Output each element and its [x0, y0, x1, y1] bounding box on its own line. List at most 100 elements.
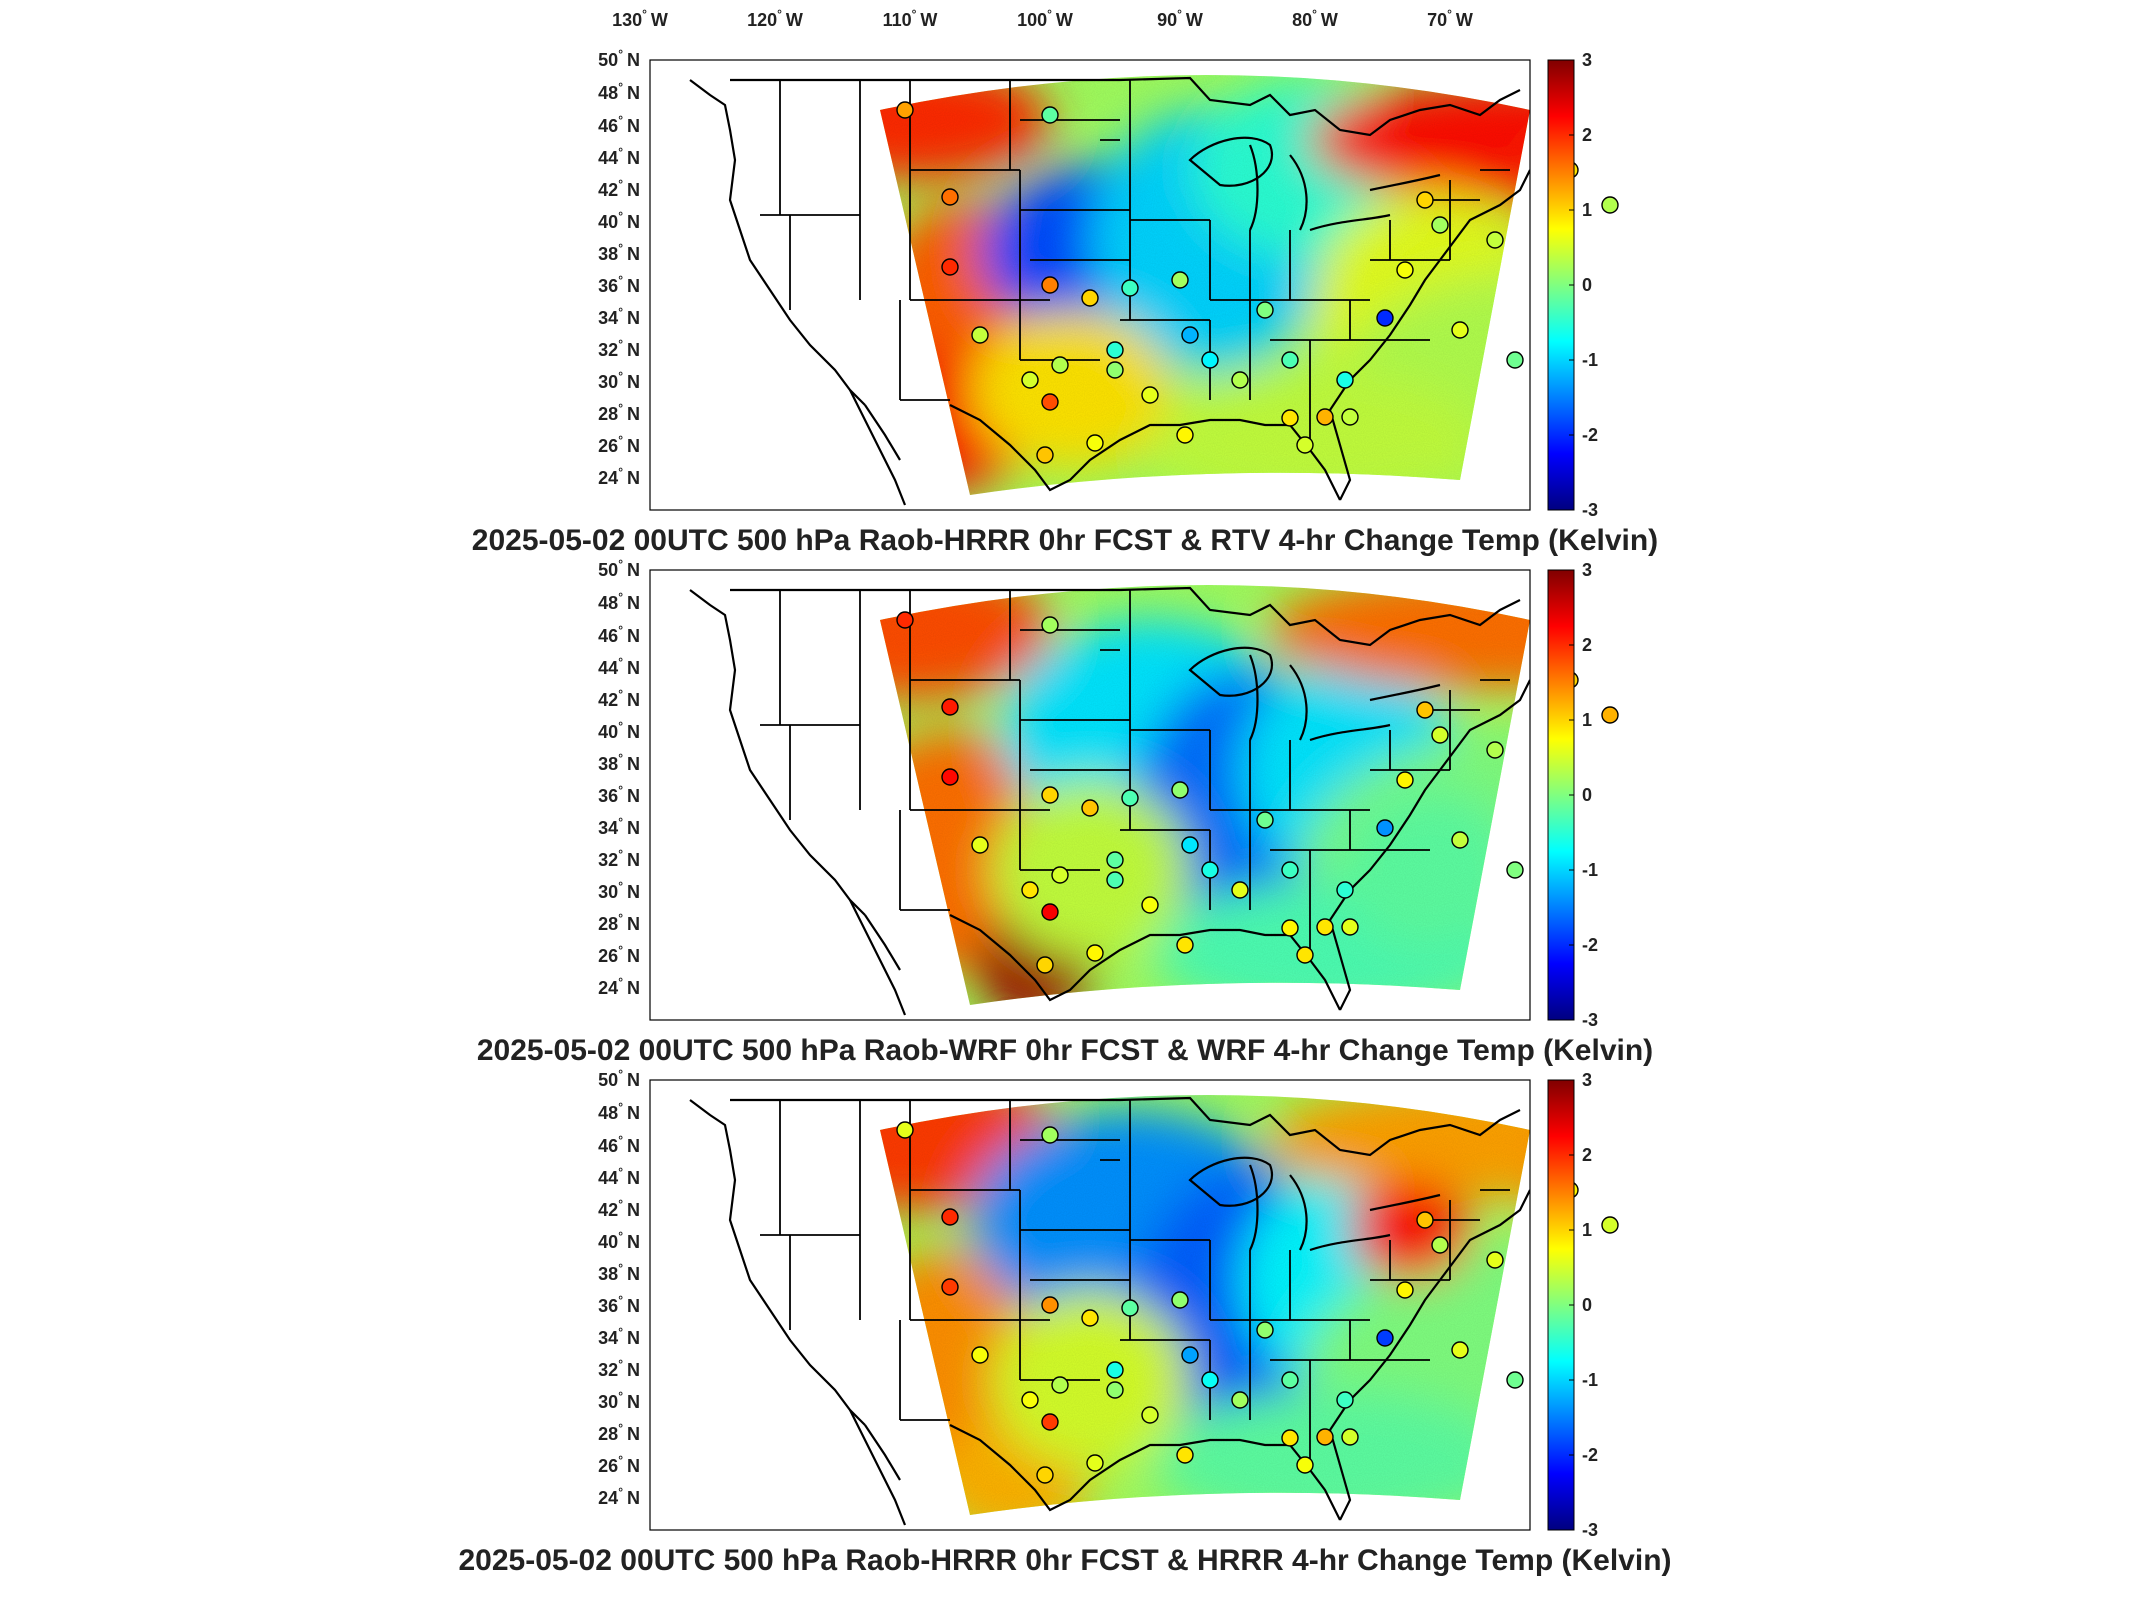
raob-station-marker: [1176, 936, 1194, 954]
raob-station-marker: [941, 258, 959, 276]
latitude-label: 48° N: [598, 590, 640, 613]
latitude-label: 36° N: [598, 783, 640, 806]
latitude-label: 24° N: [598, 1485, 640, 1508]
raob-station-marker: [1176, 1446, 1194, 1464]
longitude-label: 100° W: [1017, 7, 1073, 30]
raob-station-marker: [1416, 1211, 1434, 1229]
raob-station-marker: [1256, 1321, 1274, 1339]
latitude-label: 50° N: [598, 47, 640, 70]
raob-station-marker: [1106, 871, 1124, 889]
raob-station-marker: [1141, 896, 1159, 914]
map-panel-1: 50° N 48° N 46° N 44° N 42° N 40° N 38° N 36° N 34° N 32° N…: [472, 47, 1658, 557]
colorbar-tick-label: -1: [1582, 1370, 1598, 1390]
raob-station-marker: [1041, 1126, 1059, 1144]
raob-station-marker: [1341, 1428, 1359, 1446]
colorbar-tick-label: -3: [1582, 1010, 1598, 1030]
colorbar-tick-label: -1: [1582, 350, 1598, 370]
raob-station-marker: [1021, 1391, 1039, 1409]
latitude-labels: 50° N 48° N 46° N 44° N 42° N 40° N 38° N 36° N 34° N 32° N…: [598, 1067, 640, 1508]
raob-station-marker: [1281, 409, 1299, 427]
map-panel-3: 50° N 48° N 46° N 44° N 42° N 40° N 38° N 36° N 34° N 32° N…: [458, 1067, 1671, 1577]
raob-station-marker: [1051, 1376, 1069, 1394]
raob-station-marker: [1176, 426, 1194, 444]
raob-station-marker: [1041, 1413, 1059, 1431]
raob-station-marker: [941, 188, 959, 206]
colorbar-tick-label: -2: [1582, 1445, 1598, 1465]
panel-title: 2025-05-02 00UTC 500 hPa Raob-HRRR 0hr F…: [458, 1544, 1671, 1577]
colorbar-tick-label: 0: [1582, 1295, 1592, 1315]
raob-station-marker: [1336, 1391, 1354, 1409]
coastlines-and-borders: [689, 586, 1530, 1016]
raob-station-marker: [1431, 726, 1449, 744]
raob-station-marker: [1281, 919, 1299, 937]
colorbar-tick-label: -3: [1582, 500, 1598, 520]
colorbar-tick-label: -2: [1582, 425, 1598, 445]
raob-station-marker: [896, 611, 914, 629]
raob-station-marker: [1336, 881, 1354, 899]
raob-station-marker: [1051, 866, 1069, 884]
raob-station-marker: [1416, 701, 1434, 719]
latitude-label: 24° N: [598, 465, 640, 488]
raob-station-marker: [941, 768, 959, 786]
coastlines-and-borders: [689, 1096, 1530, 1526]
raob-station-marker: [1316, 408, 1334, 426]
latitude-labels: 50° N 48° N 46° N 44° N 42° N 40° N 38° N 36° N 34° N 32° N…: [598, 557, 640, 998]
colorbar-tick-label: 1: [1582, 1220, 1592, 1240]
colorbar-tick-label: 2: [1582, 1145, 1592, 1165]
latitude-label: 32° N: [598, 337, 640, 360]
raob-station-marker: [1086, 1454, 1104, 1472]
raob-station-marker: [1506, 861, 1524, 879]
raob-station-marker: [1106, 1361, 1124, 1379]
latitude-label: 28° N: [598, 911, 640, 934]
colorbar: 3 2 1 0 -1 -2 -3: [1547, 560, 1598, 1030]
raob-station-marker: [1341, 408, 1359, 426]
raob-station-marker: [1041, 786, 1059, 804]
raob-station-marker: [1601, 706, 1619, 724]
raob-station-marker: [1281, 351, 1299, 369]
raob-station-marker: [1486, 231, 1504, 249]
raob-station-marker: [1041, 616, 1059, 634]
colorbar-tick-label: 1: [1582, 710, 1592, 730]
latitude-label: 40° N: [598, 209, 640, 232]
raob-station-marker: [1376, 309, 1394, 327]
raob-station-marker: [1041, 1296, 1059, 1314]
latitude-label: 26° N: [598, 943, 640, 966]
raob-station-marker: [1171, 1291, 1189, 1309]
raob-station-marker: [1036, 446, 1054, 464]
longitude-labels: 130° W 120° W 110° W 100° W 90° W 80° W 70° W: [612, 7, 1473, 30]
raob-station-marker: [1201, 351, 1219, 369]
raob-station-marker: [1141, 1406, 1159, 1424]
raob-station-marker: [1431, 1236, 1449, 1254]
raob-station-marker: [1281, 861, 1299, 879]
raob-station-marker: [1336, 371, 1354, 389]
raob-station-marker: [1036, 1466, 1054, 1484]
raob-stations: [896, 1121, 1619, 1484]
raob-station-marker: [1181, 1346, 1199, 1364]
colorbar-tick-label: 2: [1582, 125, 1592, 145]
raob-station-marker: [1416, 191, 1434, 209]
raob-station-marker: [1171, 781, 1189, 799]
latitude-label: 26° N: [598, 433, 640, 456]
raob-station-marker: [1431, 216, 1449, 234]
latitude-label: 46° N: [598, 113, 640, 136]
longitude-label: 70° W: [1427, 7, 1473, 30]
raob-station-marker: [1041, 106, 1059, 124]
raob-station-marker: [1376, 819, 1394, 837]
latitude-labels: 50° N 48° N 46° N 44° N 42° N 40° N 38° N 36° N 34° N 32° N…: [598, 47, 640, 488]
raob-station-marker: [1181, 326, 1199, 344]
raob-station-marker: [1121, 1299, 1139, 1317]
raob-station-marker: [1281, 1371, 1299, 1389]
raob-station-marker: [1316, 1428, 1334, 1446]
latitude-label: 24° N: [598, 975, 640, 998]
latitude-label: 42° N: [598, 177, 640, 200]
raob-station-marker: [1506, 1371, 1524, 1389]
map-panels: 50° N 48° N 46° N 44° N 42° N 40° N 38° N 36° N 34° N 32° N…: [458, 47, 1671, 1577]
raob-station-marker: [941, 1208, 959, 1226]
latitude-label: 30° N: [598, 369, 640, 392]
colorbar: 3 2 1 0 -1 -2 -3: [1547, 1070, 1598, 1540]
raob-station-marker: [1396, 771, 1414, 789]
raob-station-marker: [1036, 956, 1054, 974]
latitude-label: 28° N: [598, 1421, 640, 1444]
colorbar-tick-label: 1: [1582, 200, 1592, 220]
raob-station-marker: [1451, 321, 1469, 339]
